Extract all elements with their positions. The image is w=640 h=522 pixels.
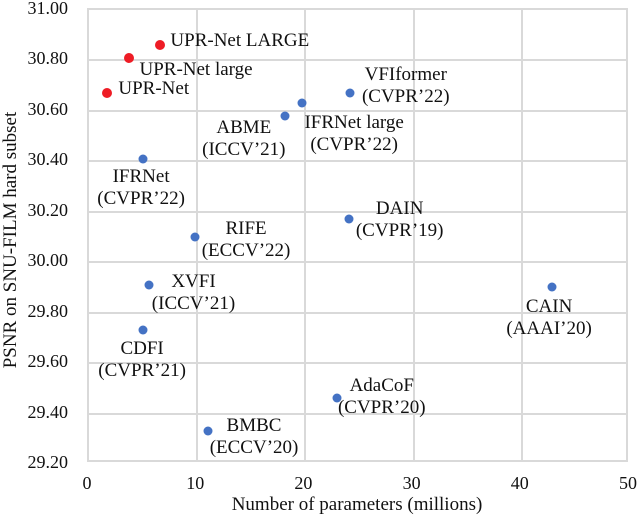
horizontal-gridline (89, 362, 626, 365)
data-point-label-line: CAIN (525, 296, 573, 318)
data-point-dot (124, 52, 135, 63)
data-point-label-line: (CVPR’21) (98, 360, 186, 382)
data-point-label: CDFI (CVPR’21) (98, 338, 186, 382)
data-point-label-line: UPR-Net (118, 78, 190, 100)
data-point-dot (155, 40, 166, 51)
data-point-dot (190, 232, 200, 242)
y-tick-label: 29.20 (27, 452, 69, 472)
vertical-gridline (520, 10, 523, 460)
y-tick-label: 31.00 (27, 0, 69, 18)
data-point-label-line: (CVPR’22) (97, 187, 185, 209)
horizontal-gridline (89, 59, 626, 62)
horizontal-gridline (89, 160, 626, 163)
data-point-dot (102, 88, 113, 99)
data-point-label-line: UPR-Net large (139, 58, 253, 80)
horizontal-gridline (89, 261, 626, 264)
data-point-dot (138, 325, 148, 335)
x-tick-label: 10 (186, 473, 205, 493)
data-point-label-line: (CVPR’20) (337, 397, 426, 419)
x-tick-label: 50 (619, 473, 637, 493)
data-point-label-line: AdaCoF (349, 375, 414, 397)
data-point-label-line: XVFI (171, 270, 216, 292)
data-point-label-line: (CVPR’22) (361, 86, 450, 108)
y-tick-label: 30.80 (27, 48, 69, 69)
y-tick-label: 29.80 (27, 300, 69, 321)
data-point-label-line: UPR-Net LARGE (170, 30, 310, 52)
vertical-gridline (412, 10, 415, 460)
data-point-label-line: VFIformer (364, 64, 447, 86)
data-point-dot (547, 282, 557, 292)
x-tick-label: 20 (294, 473, 313, 493)
data-point-label-line: (ICCV’21) (202, 138, 286, 160)
horizontal-gridline (89, 210, 626, 213)
data-point-label: IFRNet large (CVPR’22) (304, 112, 403, 156)
data-point-dot (144, 280, 153, 290)
data-point-label-line: (AAAI’20) (506, 318, 592, 340)
data-point-label: DAIN (CVPR’19) (356, 198, 444, 242)
data-point-label: UPR-Net large (139, 59, 252, 81)
y-tick-label: 30.00 (27, 250, 69, 271)
data-point-label-line: ABME (216, 116, 272, 138)
data-point-label: BMBC (ECCV’20) (210, 415, 299, 459)
y-tick-label: 30.40 (27, 149, 69, 170)
data-point-label-line: (CVPR’19) (355, 220, 444, 242)
vertical-gridline (304, 10, 307, 460)
data-point-label: ABME (ICCV’21) (202, 117, 285, 161)
data-point-dot (280, 111, 290, 121)
data-point-label-line: DAIN (375, 198, 424, 220)
data-point-label: UPR-Net (118, 78, 189, 100)
horizontal-gridline (89, 311, 626, 314)
data-point-label: AdaCoF (CVPR’20) (338, 375, 426, 419)
data-point-label: UPR-Net LARGE (170, 30, 309, 52)
plot-area (87, 8, 628, 462)
x-tick-label: 30 (402, 473, 421, 493)
data-point-label: RIFE (ECCV’22) (202, 218, 291, 262)
data-point-label-line: RIFE (225, 218, 267, 239)
data-point-label-line: BMBC (226, 415, 282, 437)
horizontal-gridline (89, 109, 626, 112)
x-tick-label: 40 (510, 473, 529, 493)
data-point-label-line: (ECCV’22) (201, 240, 291, 261)
data-point-label-line: (ICCV’21) (151, 292, 236, 314)
data-point-dot (297, 98, 307, 108)
data-point-label: VFIformer (CVPR’22) (362, 64, 450, 108)
data-point-dot (332, 393, 342, 403)
y-tick-label: 30.20 (27, 199, 69, 220)
data-point-dot (138, 154, 148, 164)
data-point-label: CAIN (AAAI’20) (506, 296, 591, 340)
data-point-label-line: IFRNet (112, 165, 170, 187)
data-point-label-line: IFRNet large (304, 112, 404, 134)
data-point-dot (345, 88, 355, 98)
horizontal-gridline (89, 412, 626, 415)
x-tick-label: 0 (82, 473, 92, 493)
y-tick-label: 29.60 (27, 351, 69, 372)
data-point-dot (203, 426, 213, 436)
y-tick-label: 29.40 (27, 401, 69, 422)
data-point-label-line: (ECCV’20) (209, 437, 299, 459)
x-axis-title: Number of parameters (millions) (231, 494, 483, 515)
y-tick-label: 30.60 (27, 98, 69, 119)
data-point-label-line: CDFI (120, 338, 164, 360)
data-point-label: XVFI (ICCV’21) (152, 271, 235, 315)
data-point-dot (344, 214, 354, 224)
data-point-label-line: (CVPR’22) (310, 134, 398, 156)
data-point-label: IFRNet (CVPR’22) (97, 166, 185, 210)
